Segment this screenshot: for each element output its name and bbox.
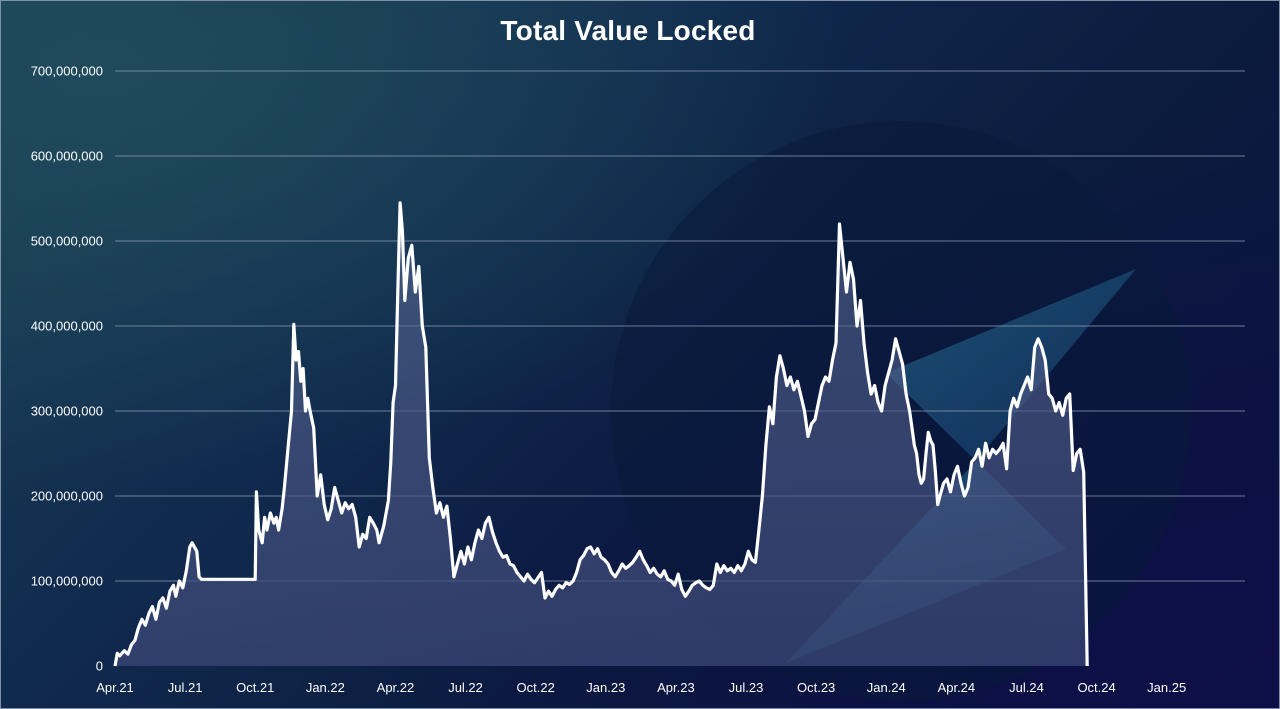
y-tick-label: 700,000,000	[31, 64, 103, 79]
x-tick-label: Oct.22	[517, 680, 555, 695]
x-tick-label: Jan.25	[1147, 680, 1186, 695]
y-tick-label: 500,000,000	[31, 234, 103, 249]
x-tick-label: Jul.23	[729, 680, 764, 695]
x-tick-label: Jul.21	[168, 680, 203, 695]
chart-title: Total Value Locked	[500, 15, 756, 46]
y-tick-label: 100,000,000	[31, 574, 103, 589]
x-tick-label: Apr.24	[938, 680, 976, 695]
x-tick-label: Apr.21	[96, 680, 134, 695]
x-tick-label: Jul.24	[1009, 680, 1044, 695]
y-tick-label: 0	[96, 659, 103, 674]
x-tick-label: Jan.23	[586, 680, 625, 695]
x-axis: Apr.21 Jul.21 Oct.21 Jan.22 Apr.22 Jul.22 Oct.…	[96, 680, 1186, 695]
y-tick-label: 400,000,000	[31, 319, 103, 334]
tvl-area-fill	[115, 202, 1088, 667]
y-tick-label: 600,000,000	[31, 149, 103, 164]
y-tick-label: 200,000,000	[31, 489, 103, 504]
x-tick-label: Jan.22	[306, 680, 345, 695]
tvl-line	[113, 201, 1089, 667]
x-tick-label: Jan.24	[867, 680, 906, 695]
x-tick-label: Apr.22	[377, 680, 415, 695]
x-tick-label: Oct.21	[236, 680, 274, 695]
x-tick-label: Oct.24	[1077, 680, 1115, 695]
x-tick-label: Oct.23	[797, 680, 835, 695]
y-tick-label: 300,000,000	[31, 404, 103, 419]
x-tick-label: Apr.23	[657, 680, 695, 695]
x-tick-label: Jul.22	[448, 680, 483, 695]
series-layer	[113, 201, 1089, 667]
y-axis: 0 100,000,000 200,000,000 300,000,000 400,00…	[31, 64, 103, 674]
